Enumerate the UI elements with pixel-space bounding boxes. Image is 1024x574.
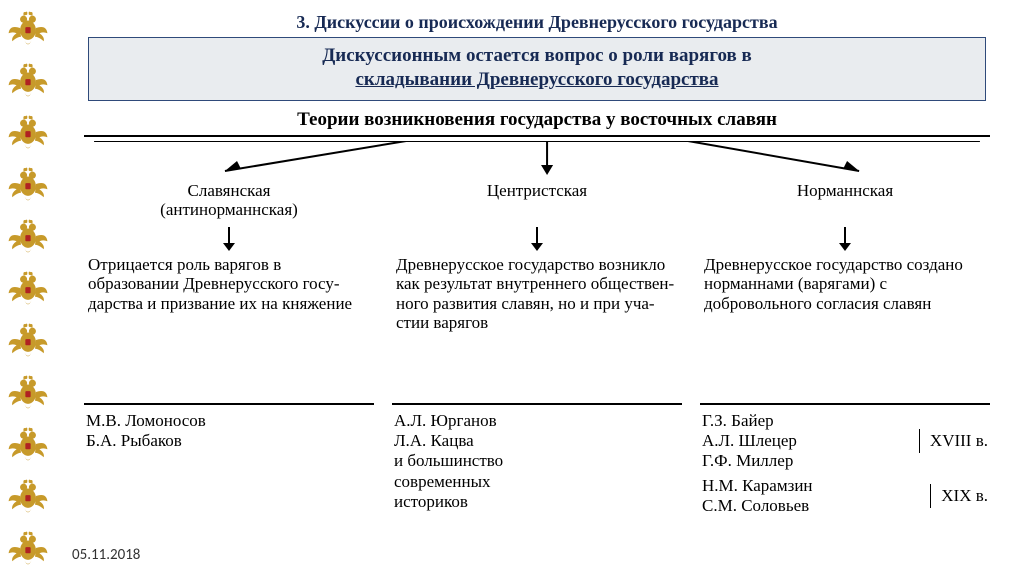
slide-date: 05.11.2018 — [72, 546, 140, 564]
eagle-icon — [4, 56, 52, 104]
author-century: XVIII в. — [919, 429, 988, 453]
theory-column: Славянская(антинорманнская) Отрицается ро… — [84, 181, 374, 517]
eagle-icon — [4, 472, 52, 520]
highlight-line-2: складывании Древнерусского государства — [97, 68, 977, 92]
slide-content: 3. Дискуссии о происхождении Древнерусск… — [56, 0, 1024, 574]
down-arrow-icon — [392, 227, 682, 255]
theory-authors: М.В. ЛомоносовБ.А. Рыбаков — [84, 405, 374, 452]
highlight-question: Дискуссионным остается вопрос о роли вар… — [88, 37, 986, 101]
eagle-icon — [4, 524, 52, 572]
eagle-icon — [4, 160, 52, 208]
theory-authors: А.Л. ЮргановЛ.А. Кацваи большинствосовре… — [392, 405, 682, 513]
theory-column: Центристская Древнерусское госу­дарство в… — [392, 181, 682, 517]
author-century: XIX в. — [930, 484, 988, 508]
section-title: 3. Дискуссии о происхождении Древнерусск… — [76, 12, 998, 33]
theories-tree: Теории возникновения государства у восто… — [84, 107, 990, 517]
eagle-icon — [4, 264, 52, 312]
author-names: Г.З. БайерА.Л. ШлецерГ.Ф. Миллер — [702, 411, 911, 472]
theory-name: Центристская — [392, 181, 682, 223]
theory-authors: Г.З. БайерА.Л. ШлецерГ.Ф. Миллер XVIII в.… — [700, 405, 990, 517]
theory-description: Древнерусское госу­дарство возникло как … — [392, 255, 682, 405]
down-arrow-icon — [84, 227, 374, 255]
author-names: Н.М. КарамзинС.М. Соловьев — [702, 476, 922, 517]
eagle-icon — [4, 212, 52, 260]
theory-name: Славянская(антинорманнская) — [84, 181, 374, 223]
theory-column: Норманнская Древнерусское госу­дарство со… — [700, 181, 990, 517]
branch-arrows — [84, 141, 990, 181]
down-arrow-icon — [700, 227, 990, 255]
eagle-icon — [4, 316, 52, 364]
theory-description: Древнерусское госу­дарство создано нор­м… — [700, 255, 990, 405]
highlight-line-1: Дискуссионным остается вопрос о роли вар… — [97, 44, 977, 68]
theory-description: Отрицается роль варя­гов в образовании Д… — [84, 255, 374, 405]
decorative-eagle-strip — [0, 0, 56, 574]
theory-name: Норманнская — [700, 181, 990, 223]
eagle-icon — [4, 420, 52, 468]
eagle-icon — [4, 4, 52, 52]
eagle-icon — [4, 108, 52, 156]
eagle-icon — [4, 368, 52, 416]
tree-title: Теории возникновения государства у восто… — [84, 107, 990, 137]
